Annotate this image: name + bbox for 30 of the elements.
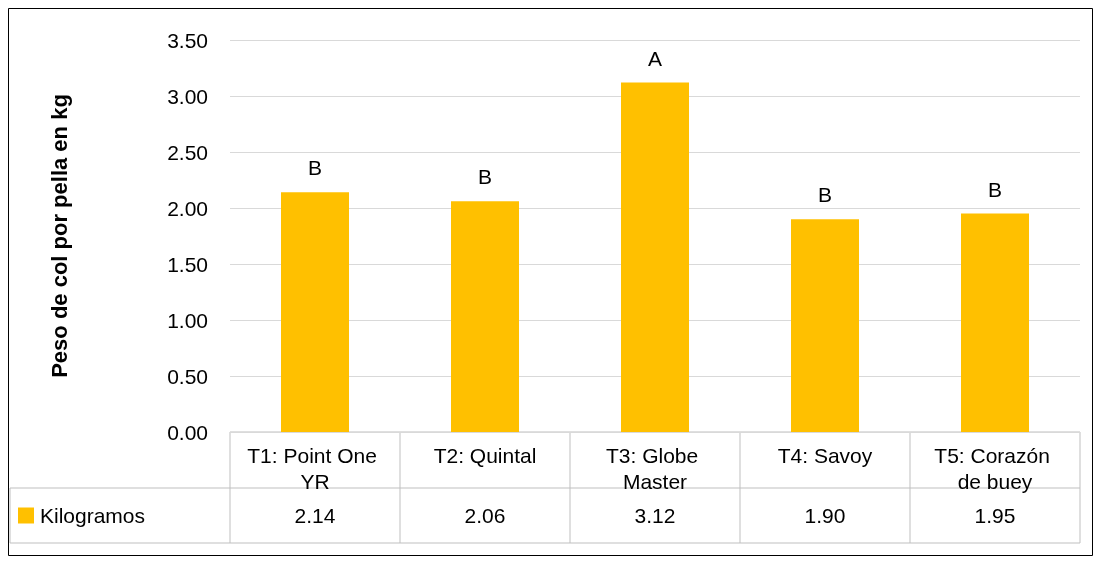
bar xyxy=(281,192,349,432)
x-tick-label: T2: Quintal xyxy=(433,443,537,467)
y-tick-label: 2.00 xyxy=(167,196,208,220)
y-tick-label: 3.00 xyxy=(167,84,208,108)
x-tick-label: T5: Corazón de buey xyxy=(934,443,1056,493)
bar xyxy=(961,213,1029,432)
y-tick-label: 1.00 xyxy=(167,308,208,332)
x-tick-label: T3: Globe Master xyxy=(605,443,705,493)
text: 1.95 xyxy=(974,504,1016,527)
legend-label: Kilogramos xyxy=(40,504,146,527)
annotation: B xyxy=(307,156,323,180)
y-tick-label: 0.00 xyxy=(167,420,208,444)
annotation: A xyxy=(647,46,663,70)
bar xyxy=(621,82,689,432)
x-tick-label: T1: Point One YR xyxy=(247,443,383,493)
y-tick-label: 2.50 xyxy=(167,140,208,164)
text: 2.06 xyxy=(464,504,506,527)
x-tick-label: T4: Savoy xyxy=(777,443,873,467)
y-tick-label: 3.50 xyxy=(167,28,208,52)
bar xyxy=(451,201,519,432)
bar xyxy=(791,219,859,432)
text: 2.14 xyxy=(294,504,336,527)
annotation: B xyxy=(817,183,833,207)
y-tick-label: 0.50 xyxy=(167,364,208,388)
text: 1.90 xyxy=(804,504,846,527)
y-tick-label: 1.50 xyxy=(167,252,208,276)
text: 3.12 xyxy=(634,504,676,527)
y-axis-title: Peso de col por pella en kg xyxy=(46,94,72,378)
annotation: B xyxy=(987,177,1003,201)
annotation: B xyxy=(477,165,493,189)
